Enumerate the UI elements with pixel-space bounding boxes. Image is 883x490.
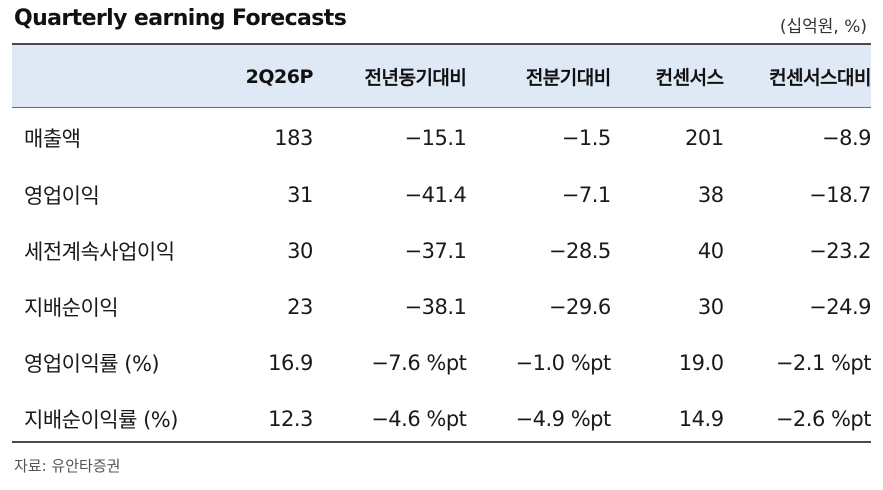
cell-value: −37.1 [404,239,467,263]
cell-value: −7.1 [561,183,612,207]
cell-value: −8.9 [822,125,872,150]
cell-value: 38 [697,183,724,207]
cell-value: 12.3 [268,407,313,431]
cell-value: 30 [697,295,724,319]
header-yoy: 전년동기대비 [364,67,467,89]
table-header-rule [12,107,871,108]
header-blank [12,45,215,108]
header-qoq: 전분기대비 [525,67,611,89]
cell-value: −4.9 %pt [515,407,612,431]
table-bottom-rule [12,441,871,443]
cell-value: 201 [684,125,724,150]
source-note: 자료: 유안타증권 [14,457,121,475]
cell-value: −23.2 [809,239,871,263]
cell-value: −15.1 [404,125,467,150]
table-row: 영업이익률 (%) 16.9 −7.6 %pt −1.0 %pt 19.0 −2… [12,335,872,391]
cell-value: 183 [274,125,313,150]
cell-value: 14.9 [678,407,724,431]
row-label: 세전계속사업이익 [24,240,175,264]
table-row: 영업이익 31 −41.4 −7.1 38 −18.7 [12,167,872,223]
row-label: 영업이익률 (%) [24,352,160,376]
forecast-table: 2Q26P 전년동기대비 전분기대비 컨센서스 컨센서스대비 매출액 183 −… [12,45,872,447]
unit-label: (십억원, %) [779,17,867,37]
cell-value: −7.6 %pt [371,351,467,375]
table-row: 지배순이익률 (%) 12.3 −4.6 %pt −4.9 %pt 14.9 −… [12,391,872,447]
cell-value: −1.5 [561,125,612,150]
cell-value: 30 [287,239,313,263]
table-row: 매출액 183 −15.1 −1.5 201 −8.9 [12,108,872,167]
cell-value: −18.7 [809,183,871,207]
cell-value: 23 [287,295,313,319]
row-label: 지배순이익률 (%) [24,408,178,432]
table-top-rule [12,43,871,45]
cell-value: −28.5 [548,239,611,263]
cell-value: 19.0 [678,351,724,375]
cell-value: 16.9 [268,351,313,375]
cell-value: −41.4 [404,183,467,207]
cell-value: −4.6 %pt [371,407,467,431]
header-2q26p: 2Q26P [245,65,314,88]
header-consensus: 컨센서스 [655,67,724,89]
cell-value: 31 [287,183,313,207]
cell-value: −24.9 [809,295,871,319]
table-row: 지배순이익 23 −38.1 −29.6 30 −24.9 [12,279,872,335]
header-vs-consensus: 컨센서스대비 [769,67,871,89]
row-label: 영업이익 [24,184,100,208]
table-header-row: 2Q26P 전년동기대비 전분기대비 컨센서스 컨센서스대비 [12,45,872,108]
cell-value: −1.0 %pt [515,351,612,375]
cell-value: −29.6 [548,295,611,319]
table-row: 세전계속사업이익 30 −37.1 −28.5 40 −23.2 [12,223,872,279]
cell-value: 40 [697,239,724,263]
page-title: Quarterly earning Forecasts [14,6,347,31]
row-label: 매출액 [24,126,81,151]
cell-value: −38.1 [404,295,467,319]
table-header-background [12,45,871,108]
cell-value: −2.6 %pt [775,407,872,431]
row-label: 지배순이익 [24,296,119,320]
cell-value: −2.1 %pt [775,351,872,375]
